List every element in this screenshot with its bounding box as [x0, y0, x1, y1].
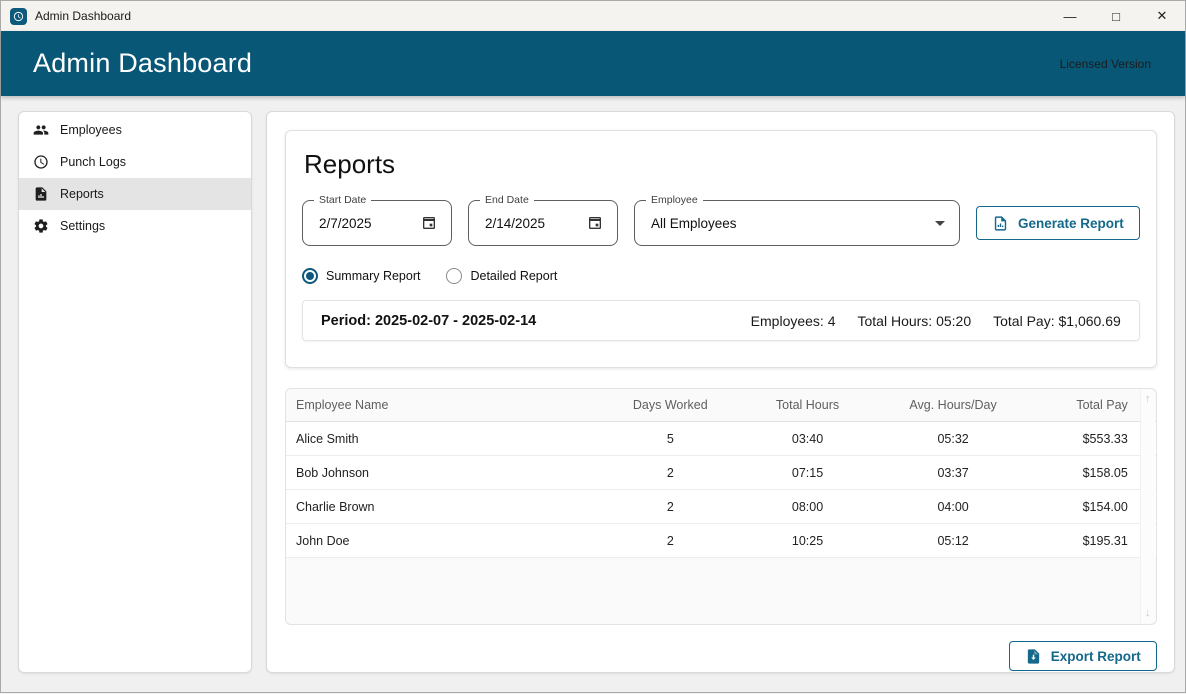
- clock-icon: [34, 155, 48, 169]
- end-date-value: 2/14/2025: [485, 215, 546, 231]
- content-area: Employees Punch Logs Reports Settings Re…: [1, 96, 1185, 694]
- close-button[interactable]: ✕: [1139, 1, 1185, 31]
- table-row[interactable]: Alice Smith 5 03:40 05:32 $553.33: [286, 422, 1156, 456]
- sidebar-item-label: Settings: [60, 219, 106, 233]
- minimize-button[interactable]: —: [1047, 1, 1093, 31]
- table-scrollbar[interactable]: ↑ ↓: [1139, 390, 1155, 623]
- start-date-value: 2/7/2025: [319, 215, 372, 231]
- sidebar-item-reports[interactable]: Reports: [19, 178, 251, 210]
- column-header-total-hours: Total Hours: [775, 398, 840, 412]
- cell-total-pay: $553.33: [1082, 431, 1128, 446]
- sidebar-item-label: Punch Logs: [60, 155, 127, 169]
- export-report-button[interactable]: Export Report: [1008, 641, 1157, 671]
- cell-employee-name: John Doe: [296, 533, 350, 548]
- chevron-down-icon: [935, 220, 945, 226]
- report-type-radios: Summary Report Detailed Report: [302, 268, 1140, 284]
- cell-total-pay: $195.31: [1082, 533, 1128, 548]
- employee-value: All Employees: [651, 215, 737, 231]
- stat-total-hours: Total Hours: 05:20: [857, 312, 972, 329]
- license-status: Licensed Version: [1059, 56, 1151, 71]
- cell-days-worked: 2: [666, 499, 674, 514]
- radio-summary-label: Summary Report: [326, 269, 421, 283]
- generate-report-button[interactable]: Generate Report: [976, 206, 1140, 240]
- report-icon: [35, 187, 47, 201]
- cell-days-worked: 5: [666, 431, 674, 446]
- employee-dropdown[interactable]: Employee All Employees: [634, 194, 960, 246]
- radio-summary-report[interactable]: Summary Report: [302, 268, 420, 284]
- end-date-label: End Date: [480, 194, 534, 206]
- cell-total-hours: 07:15: [791, 465, 824, 480]
- app-header: Admin Dashboard Licensed Version: [1, 31, 1185, 96]
- reports-controls-card: Reports Start Date 2/7/2025 End Date 2/1…: [285, 130, 1157, 368]
- section-title: Reports: [304, 149, 396, 179]
- calendar-icon[interactable]: [587, 215, 603, 231]
- maximize-button[interactable]: □: [1093, 1, 1139, 31]
- column-header-days-worked: Days Worked: [632, 398, 708, 412]
- main-panel: Reports Start Date 2/7/2025 End Date 2/1…: [266, 111, 1175, 673]
- radio-selected-icon: [302, 268, 318, 284]
- start-date-picker[interactable]: Start Date 2/7/2025: [302, 194, 452, 246]
- sidebar-item-settings[interactable]: Settings: [19, 210, 251, 242]
- scroll-up-icon[interactable]: ↑: [1145, 393, 1151, 405]
- report-filters: Start Date 2/7/2025 End Date 2/14/2025 E…: [302, 194, 1140, 246]
- calendar-icon[interactable]: [421, 215, 437, 231]
- column-header-total-pay: Total Pay: [1076, 398, 1128, 412]
- sidebar-item-punch-logs[interactable]: Punch Logs: [19, 146, 251, 178]
- gear-icon: [34, 219, 48, 233]
- sidebar-item-label: Employees: [60, 123, 122, 137]
- report-file-icon: [994, 215, 1007, 231]
- cell-avg-hours: 05:32: [937, 431, 969, 446]
- cell-avg-hours: 03:37: [937, 465, 969, 480]
- table-row[interactable]: Charlie Brown 2 08:00 04:00 $154.00: [286, 490, 1156, 524]
- table-row[interactable]: John Doe 2 10:25 05:12 $195.31: [286, 524, 1156, 558]
- cell-total-hours: 08:00: [791, 499, 824, 514]
- radio-detailed-report[interactable]: Detailed Report: [446, 268, 557, 284]
- period-text: Period: 2025-02-07 - 2025-02-14: [321, 312, 537, 329]
- cell-employee-name: Bob Johnson: [296, 465, 369, 480]
- window-controls: — □ ✕: [1047, 1, 1185, 31]
- cell-total-pay: $158.05: [1082, 465, 1128, 480]
- report-table: Employee Name Days Worked Total Hours Av…: [285, 388, 1157, 625]
- generate-report-label: Generate Report: [1018, 215, 1124, 231]
- sidebar-item-employees[interactable]: Employees: [19, 114, 251, 146]
- app-icon: [10, 7, 27, 25]
- window-title: Admin Dashboard: [35, 9, 132, 23]
- sidebar-item-label: Reports: [60, 187, 104, 201]
- stat-employees: Employees: 4: [750, 312, 836, 329]
- cell-days-worked: 2: [666, 533, 674, 548]
- cell-total-hours: 10:25: [791, 533, 824, 548]
- export-report-label: Export Report: [1050, 648, 1141, 664]
- end-date-picker[interactable]: End Date 2/14/2025: [468, 194, 618, 246]
- cell-avg-hours: 05:12: [937, 533, 969, 548]
- export-file-icon: [1027, 648, 1039, 664]
- column-header-employee-name: Employee Name: [296, 398, 389, 412]
- column-header-avg-hours: Avg. Hours/Day: [909, 398, 997, 412]
- radio-detailed-label: Detailed Report: [470, 269, 558, 283]
- cell-employee-name: Alice Smith: [296, 431, 359, 446]
- summary-stats: Employees: 4 Total Hours: 05:20 Total Pa…: [751, 313, 1121, 329]
- cell-employee-name: Charlie Brown: [296, 499, 375, 514]
- report-summary-bar: Period: 2025-02-07 - 2025-02-14 Employee…: [302, 300, 1140, 341]
- employee-label: Employee: [646, 194, 703, 206]
- people-icon: [33, 125, 49, 135]
- stat-total-pay: Total Pay: $1,060.69: [993, 312, 1121, 329]
- window-titlebar: Admin Dashboard — □ ✕: [1, 1, 1185, 31]
- cell-days-worked: 2: [666, 465, 674, 480]
- scroll-down-icon[interactable]: ↓: [1145, 607, 1151, 619]
- radio-unselected-icon: [446, 268, 463, 284]
- sidebar: Employees Punch Logs Reports Settings: [18, 111, 252, 673]
- cell-total-hours: 03:40: [791, 431, 824, 446]
- table-header-row: Employee Name Days Worked Total Hours Av…: [286, 389, 1156, 422]
- cell-avg-hours: 04:00: [937, 499, 969, 514]
- start-date-label: Start Date: [314, 194, 372, 206]
- page-title: Admin Dashboard: [33, 48, 253, 78]
- table-row[interactable]: Bob Johnson 2 07:15 03:37 $158.05: [286, 456, 1156, 490]
- export-row: Export Report: [285, 641, 1157, 671]
- cell-total-pay: $154.00: [1082, 499, 1128, 514]
